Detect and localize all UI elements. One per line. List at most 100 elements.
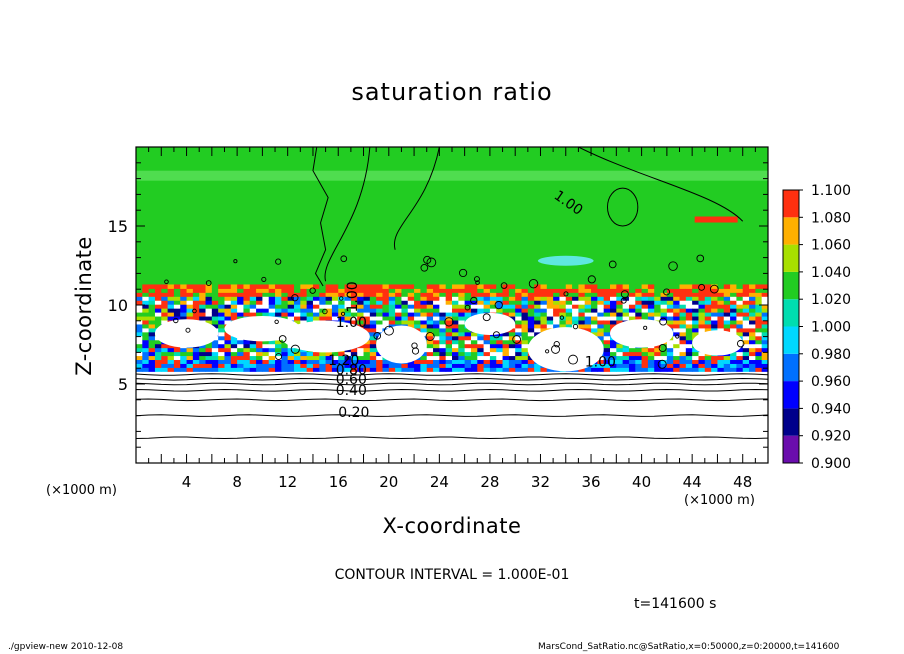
contour-label: 1.00 <box>345 281 361 312</box>
field-cell <box>736 363 744 368</box>
field-cell <box>572 320 579 325</box>
field-cell <box>268 312 276 317</box>
contour-line <box>551 344 561 354</box>
field-cell <box>685 359 693 364</box>
field-cell <box>489 288 497 293</box>
field-cell <box>603 308 611 313</box>
field-cell <box>312 292 320 297</box>
field-cell <box>584 300 592 305</box>
field-cell <box>369 335 377 341</box>
field-cell <box>628 359 636 364</box>
field-cell <box>331 367 339 372</box>
field-cell <box>142 323 150 329</box>
field-cell <box>540 296 548 301</box>
field-cell <box>230 296 238 301</box>
field-cell <box>338 284 346 289</box>
field-cell <box>515 304 523 309</box>
field-cell <box>218 367 225 372</box>
field-cell <box>407 308 415 313</box>
field-cell <box>553 296 560 301</box>
field-cell <box>256 284 263 289</box>
field-cell <box>357 347 365 353</box>
field-cell <box>521 296 529 301</box>
field-cell <box>483 347 491 353</box>
colorbar: 0.9000.9200.9400.9600.9801.0001.0201.040… <box>782 183 851 472</box>
field-cell <box>154 308 162 313</box>
field-cell <box>148 347 156 353</box>
field-cell <box>673 292 681 297</box>
field-cell <box>502 359 510 364</box>
field-cell <box>660 300 668 305</box>
field-cell <box>401 288 409 293</box>
field-cell <box>742 288 750 293</box>
field-cell <box>572 292 579 297</box>
field-cell <box>357 300 365 305</box>
field-cell <box>401 308 409 313</box>
field-cell <box>711 312 718 317</box>
field-cell <box>401 367 409 372</box>
field-cell <box>610 288 617 293</box>
field-cell <box>742 355 750 361</box>
contour-line <box>608 260 617 269</box>
field-cell <box>546 320 554 325</box>
field-cell <box>749 335 756 341</box>
field-cell <box>186 284 194 289</box>
field-cell <box>300 363 308 368</box>
field-cell <box>420 327 428 333</box>
field-cell <box>515 296 523 301</box>
field-cell <box>211 339 219 345</box>
field-cell <box>635 296 643 301</box>
field-cell <box>761 367 768 372</box>
field-cell <box>502 284 510 289</box>
field-cell <box>401 304 409 309</box>
field-cell <box>199 351 207 357</box>
field-cell <box>666 363 674 368</box>
field-cell <box>211 343 219 349</box>
contour-line <box>458 268 468 278</box>
field-cell <box>306 355 314 361</box>
field-cell <box>704 300 712 305</box>
field-cell <box>401 320 409 325</box>
field-cell <box>161 304 169 309</box>
field-cell <box>256 300 263 305</box>
field-cell <box>376 292 383 297</box>
colorbar-swatch <box>783 435 799 463</box>
field-cell <box>610 320 617 325</box>
field-cell <box>148 339 156 345</box>
field-cell <box>256 367 263 372</box>
field-cell <box>287 355 295 361</box>
field-cell <box>262 351 270 357</box>
contour-line <box>620 290 629 299</box>
cloud-patch <box>527 327 604 372</box>
field-cell <box>685 327 693 333</box>
field-cell <box>628 308 636 313</box>
field-cell <box>452 347 459 353</box>
field-cell <box>154 296 162 301</box>
field-cell <box>287 296 295 301</box>
field-cell <box>262 292 270 297</box>
field-cell <box>464 343 472 349</box>
field-cell <box>603 323 611 329</box>
cloud-patch <box>376 325 427 364</box>
field-cell <box>363 359 371 364</box>
colorbar-label: 0.960 <box>811 374 851 390</box>
field-cell <box>268 288 276 293</box>
field-cell <box>452 296 459 301</box>
field-cell <box>628 292 636 297</box>
field-cell <box>414 284 421 289</box>
field-cell <box>584 288 592 293</box>
field-cell <box>338 304 346 309</box>
field-cell <box>452 355 459 361</box>
field-cell <box>698 359 706 364</box>
field-cell <box>357 312 365 317</box>
field-cell <box>616 288 624 293</box>
field-cell <box>180 304 188 309</box>
field-cell <box>647 316 655 321</box>
field-cell <box>660 347 668 353</box>
field-cell <box>262 359 270 364</box>
field-cell <box>414 312 421 317</box>
field-cell <box>477 347 485 353</box>
field-cell <box>243 296 251 301</box>
field-cell <box>489 347 497 353</box>
field-cell <box>268 292 276 297</box>
